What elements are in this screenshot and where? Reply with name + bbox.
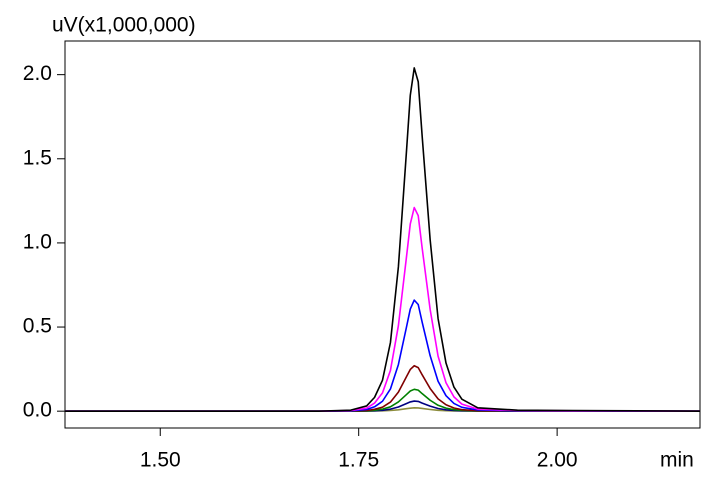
series-line [65,364,701,412]
series-line [65,67,701,412]
y-tick-label: 2.0 [23,62,52,85]
y-tick-label: 1.0 [23,230,52,253]
x-axis-label: min [660,449,694,472]
x-tick-label: 2.00 [537,449,578,472]
plot-frame [64,40,701,429]
series-line [65,206,701,412]
y-tick-label: 0.0 [23,399,52,422]
x-tick-label: 1.50 [140,449,181,472]
y-tick-label: 1.5 [23,146,52,169]
x-tick-label: 1.75 [338,449,379,472]
series-line [65,299,701,412]
y-tick-label: 0.5 [23,315,52,338]
y-axis-label: uV(x1,000,000) [52,14,196,37]
